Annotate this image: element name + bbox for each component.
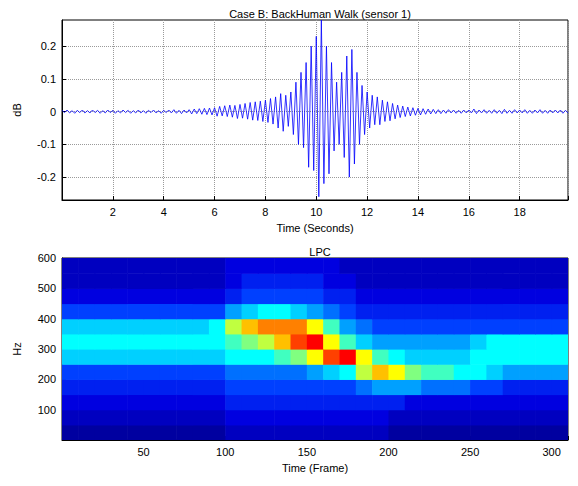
svg-text:100: 100 (216, 446, 234, 458)
svg-text:600: 600 (38, 252, 56, 264)
svg-text:300: 300 (542, 446, 560, 458)
svg-text:50: 50 (137, 446, 149, 458)
svg-text:14: 14 (412, 206, 424, 218)
svg-text:2: 2 (110, 206, 116, 218)
svg-text:-0.2: -0.2 (37, 171, 56, 183)
svg-text:6: 6 (212, 206, 218, 218)
svg-text:150: 150 (298, 446, 316, 458)
svg-text:-0.1: -0.1 (37, 138, 56, 150)
svg-text:400: 400 (38, 313, 56, 325)
svg-text:100: 100 (38, 404, 56, 416)
svg-text:8: 8 (262, 206, 268, 218)
svg-text:12: 12 (361, 206, 373, 218)
svg-text:Time (Frame): Time (Frame) (282, 462, 348, 474)
svg-text:Time (Seconds): Time (Seconds) (276, 222, 353, 234)
svg-text:200: 200 (379, 446, 397, 458)
svg-text:LPC: LPC (309, 246, 330, 258)
svg-text:0.2: 0.2 (41, 40, 56, 52)
svg-text:0.1: 0.1 (41, 73, 56, 85)
svg-text:16: 16 (463, 206, 475, 218)
svg-text:250: 250 (461, 446, 479, 458)
svg-text:Hz: Hz (11, 342, 23, 355)
svg-text:200: 200 (38, 373, 56, 385)
svg-text:4: 4 (161, 206, 167, 218)
svg-text:Case B: BackHuman Walk (sensor: Case B: BackHuman Walk (sensor 1) (229, 8, 411, 20)
svg-text:500: 500 (38, 282, 56, 294)
svg-text:300: 300 (38, 343, 56, 355)
svg-text:0: 0 (50, 106, 56, 118)
svg-text:dB: dB (11, 103, 23, 116)
svg-text:10: 10 (310, 206, 322, 218)
svg-text:18: 18 (514, 206, 526, 218)
